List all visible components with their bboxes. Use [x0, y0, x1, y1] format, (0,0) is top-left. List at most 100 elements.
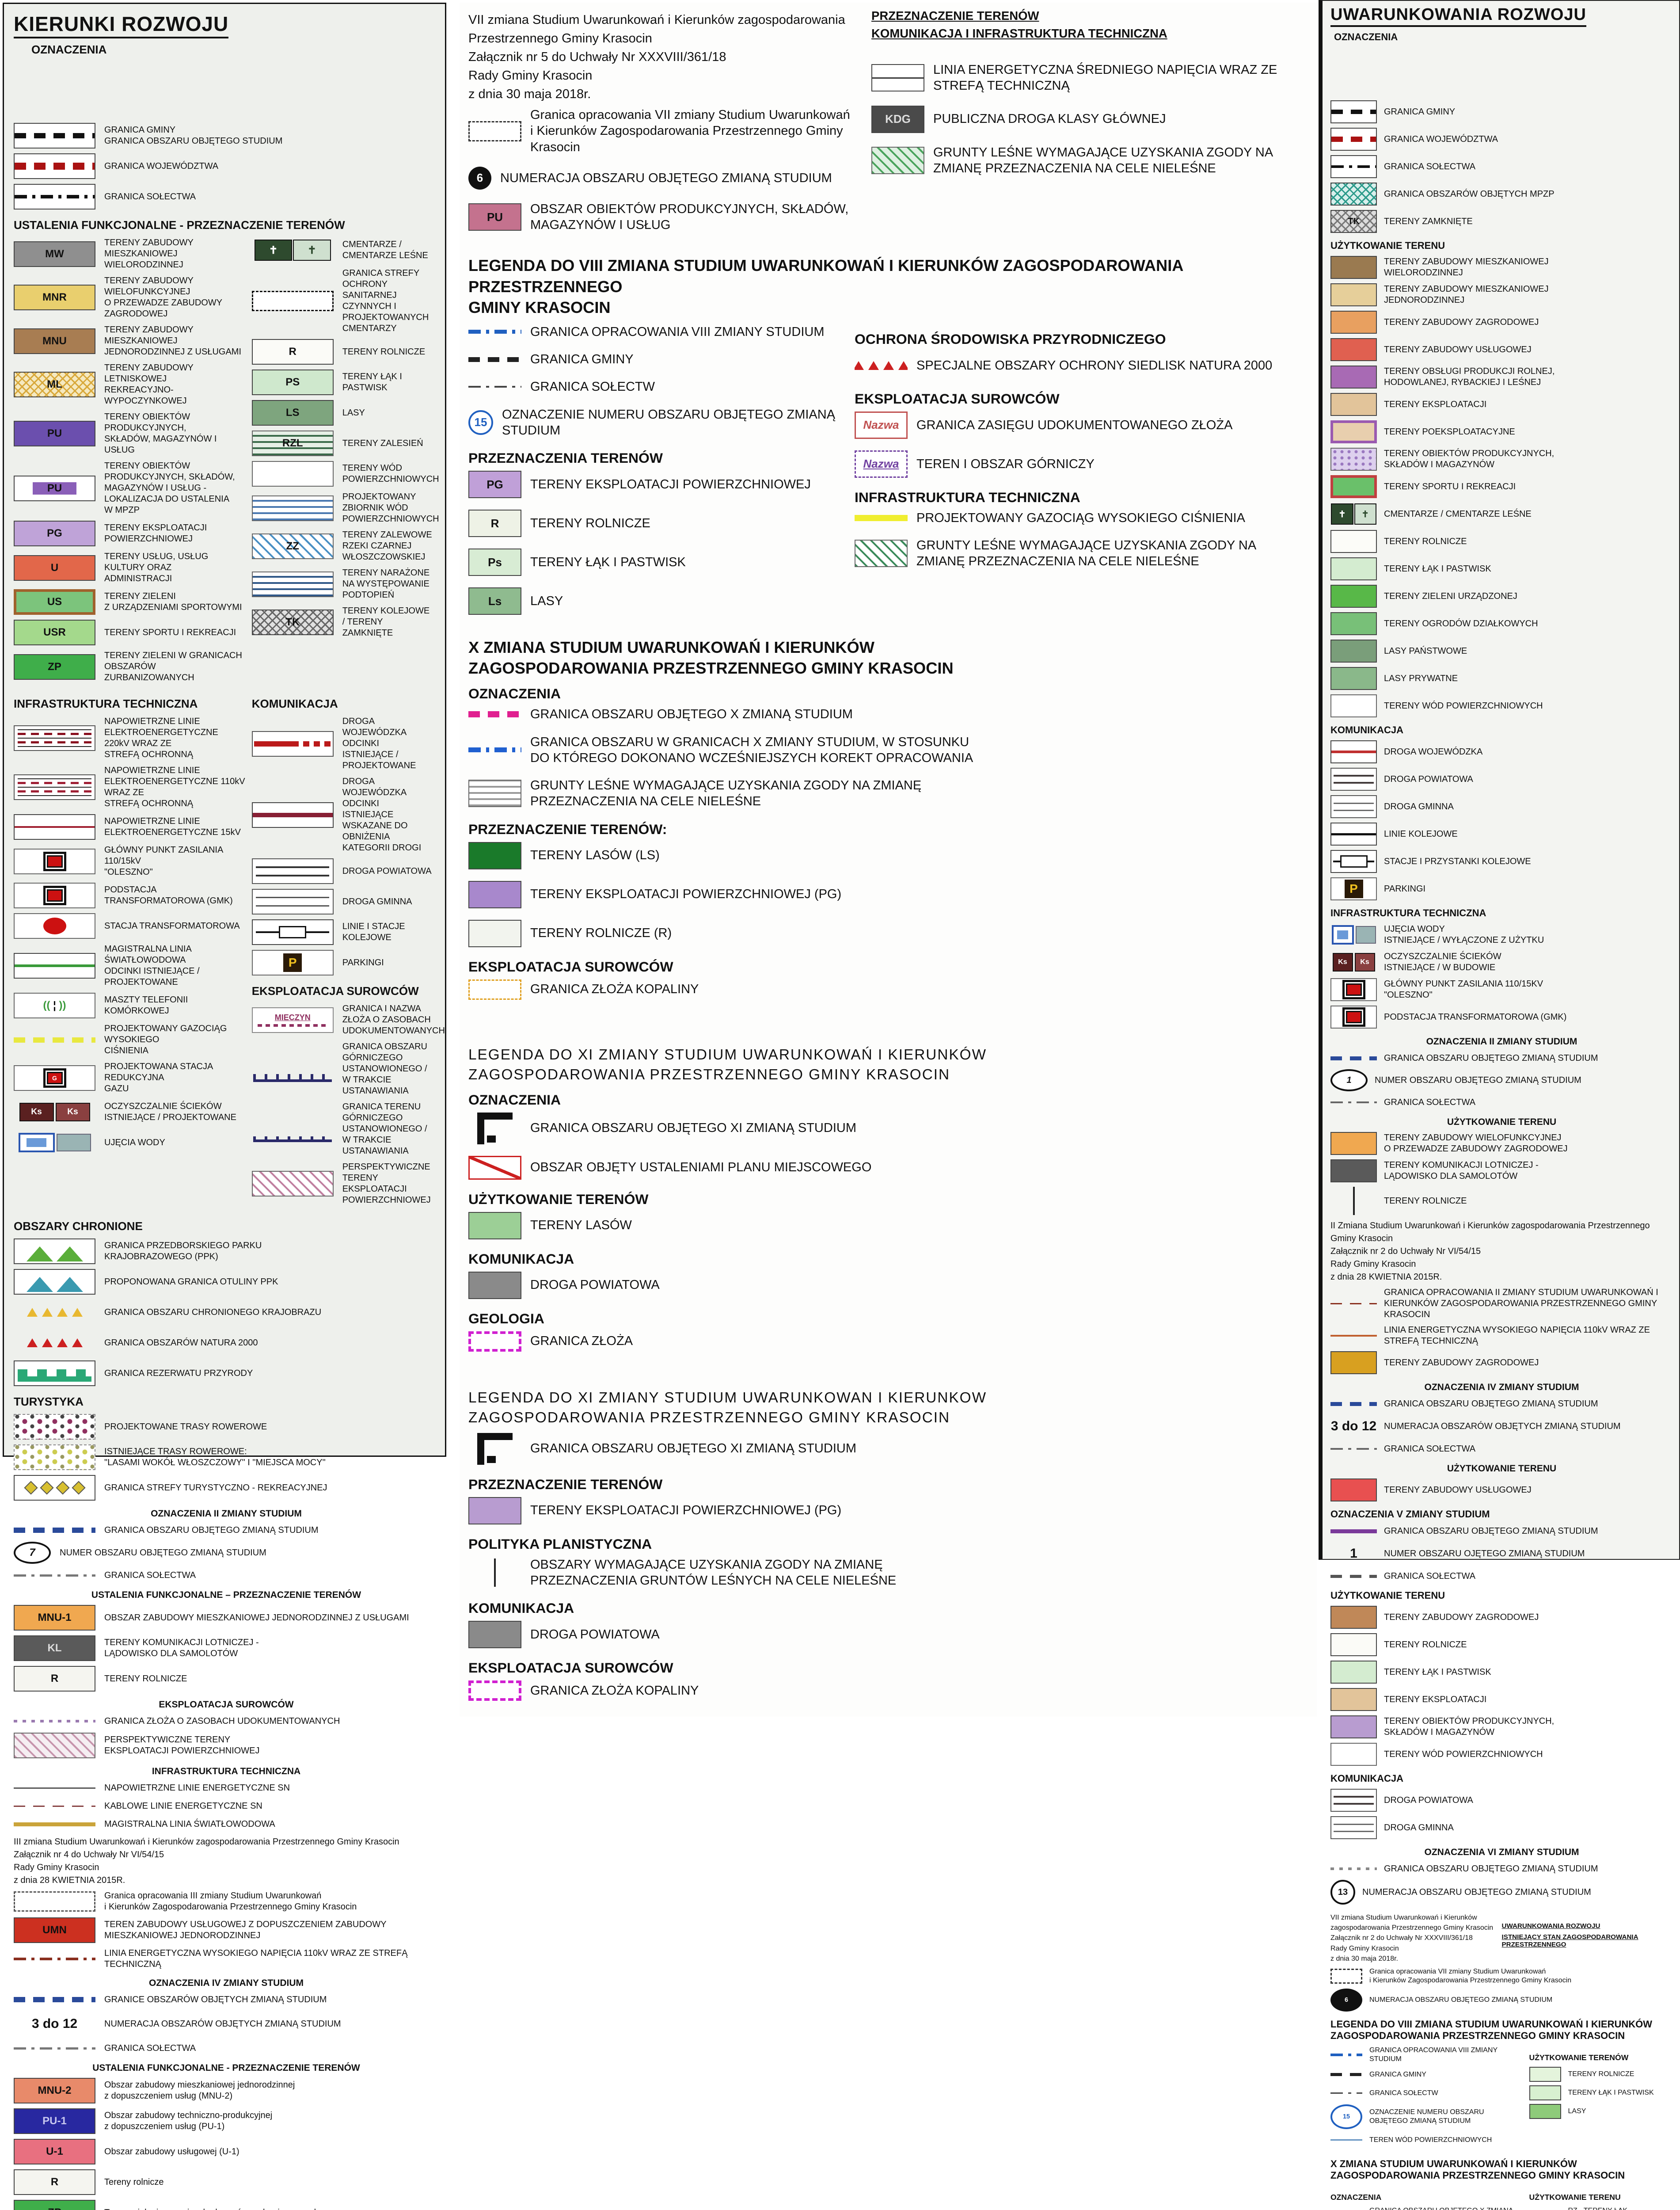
legend-label: CMENTARZE / CMENTARZE LEŚNE	[342, 239, 433, 261]
line-swatch	[14, 1715, 95, 1728]
legend-label: TERENY SPORTU I REKREACJI	[1384, 481, 1516, 492]
line	[14, 2047, 95, 2050]
wire-line	[18, 746, 91, 747]
legend-row: TERENY ROLNICZE (R)	[468, 920, 1308, 947]
legend-row: GRANICA SOŁECTWA	[1330, 155, 1673, 178]
legend-label: Obszar zabudowy techniczno-produkcyjnej …	[104, 2110, 272, 2132]
legend-label: TERENY OBIEKTÓW PRODUKCYJNYCH, SKŁADÓW I…	[1384, 1716, 1554, 1738]
xi-boundary-icon	[468, 1113, 521, 1144]
line	[1330, 2054, 1362, 2056]
road-existing	[254, 741, 293, 747]
legend-label: TERENY ZABUDOWY MIESZKANIOWEJ WIELORODZI…	[1384, 256, 1549, 278]
box-swatch	[1330, 667, 1377, 690]
section-heading: UWARUNKOWANIA ROZWOJU	[1502, 1922, 1667, 1930]
line-swatch	[468, 380, 521, 393]
section-heading: PRZEZNACZENIE TERENÓW	[468, 1476, 1308, 1493]
legend-label: NUMERACJA OBSZARU OBJĘTEGO ZMIANĄ STUDIU…	[500, 170, 832, 186]
cren-swatch	[14, 1360, 95, 1386]
diamond-mark	[24, 1481, 38, 1494]
legend-label: ISTNIEJĄCE TRASY ROWEROWE: "LASAMI WOKÓŁ…	[104, 1446, 326, 1468]
legend-row: GRANICA STREFY TURYSTYCZNO - REKREACYJNE…	[14, 1475, 439, 1501]
legend-label: TERENY WÓD POWIERZCHNIOWYCH	[1384, 701, 1543, 712]
mining-boundary-line	[253, 1129, 332, 1142]
legend-label: Obszar zabudowy mieszkaniowej jednorodzi…	[104, 2080, 295, 2102]
wire-line	[18, 741, 91, 743]
legend-row: GRANICA TERENU GÓRNICZEGO USTANOWIONEGO …	[252, 1101, 433, 1157]
section-heading: X ZMIANA STUDIUM UWARUNKOWAŃ I KIERUNKÓW…	[468, 637, 1308, 678]
legend-label: TERENY ROLNICZE	[1568, 2070, 1634, 2079]
text-line: Rady Gminy Krasocin	[1330, 1258, 1673, 1271]
legend-row: OBSZAR OBJĘTY USTALENIAMI PLANU MIEJSCOW…	[468, 1156, 1308, 1180]
tri-swatch	[855, 352, 908, 379]
section-heading: OZNACZENIA IV ZMIANY STUDIUM	[1330, 1382, 1673, 1393]
cemetery-box: ✝	[255, 240, 292, 261]
section-heading: INFRASTRUKTURA TECHNICZNA	[14, 697, 246, 711]
legend-row: GRANICA OBSZARU OBJĘTEGO ZMIANĄ STUDIUM	[1330, 1397, 1673, 1410]
legend-label: TERENY ŁĄK I PASTWISK	[342, 371, 433, 393]
legend-label: DROGA WOJEWÓDZKA	[1384, 747, 1482, 758]
section-heading: OBSZARY CHRONIONE	[14, 1219, 439, 1233]
panel-subtitle: OZNACZENIA	[31, 43, 439, 57]
legend-label: TERENY ZABUDOWY MIESZKANIOWEJ JEDNORODZI…	[1384, 284, 1549, 306]
sewage-box: Ks	[1355, 953, 1375, 972]
legend-row: TERENY ZABUDOWY MIESZKANIOWEJ WIELORODZI…	[1330, 256, 1673, 279]
inner-square: G	[47, 1072, 63, 1084]
section-heading: OCHRONA ŚRODOWISKA PRZYRODNICZEGO	[855, 331, 1302, 347]
legend-label: GRANICA OBSZARÓW NATURA 2000	[104, 1337, 258, 1349]
legend-label: DROGA GMINNA	[1384, 1822, 1454, 1833]
box-swatch: US	[14, 589, 95, 615]
diam-swatch	[14, 1475, 95, 1501]
legend-row: GRANICA PRZEDBORSKIEGO PARKU KRAJOBRAZOW…	[14, 1238, 439, 1264]
legend-label: GRANICA OBSZARU GÓRNICZEGO USTANOWIONEGO…	[342, 1041, 433, 1097]
text-line: II Zmiana Studium Uwarunkowań i Kierunkó…	[1330, 1219, 1673, 1245]
legend-row: GŁÓWNY PUNKT ZASILANIA 110/15kV "OLESZNO…	[14, 845, 246, 878]
sewage-box: Ks	[1333, 953, 1353, 972]
legend-label: GRANICE OBSZARÓW OBJĘTYCH ZMIANĄ STUDIUM	[104, 1994, 327, 2005]
section-heading: EKSPLOATACJA SUROWCÓW	[468, 1660, 1308, 1676]
legend-label: MASZTY TELEFONII KOMÓRKOWEJ	[104, 994, 246, 1017]
triangle-mark	[42, 1308, 53, 1317]
road-line	[1334, 775, 1374, 777]
tri-swatch	[14, 1330, 95, 1356]
road-line	[1334, 1824, 1374, 1825]
boxline-swatch	[871, 64, 924, 91]
legend-row: LINIA ENERGETYCZNA WYSOKIEGO NAPIĘCIA 11…	[1330, 1325, 1673, 1347]
legend-row: TERENY WÓD POWIERZCHNIOWYCH	[252, 461, 433, 487]
legend-row: TERENY LASÓW	[468, 1212, 1308, 1239]
line	[1331, 110, 1376, 114]
line	[15, 133, 95, 138]
line-swatch	[1330, 1397, 1377, 1410]
section-heading: LEGENDA DO XI ZMIANY STUDIUM UWARUNKOWAŃ…	[468, 1045, 1308, 1085]
sewage-box: Ks	[56, 1103, 90, 1121]
legend-label: GRANICA OPRACOWANIA II ZMIANY STUDIUM UW…	[1384, 1287, 1673, 1320]
transformer-station-icon	[14, 913, 95, 939]
legend-label: OBSZAR OBJĘTY USTALENIAMI PLANU MIEJSCOW…	[530, 1159, 871, 1175]
cemetery-box: ✝	[1331, 503, 1353, 525]
num-swatch: 3 do 12	[14, 2011, 95, 2037]
legend-label: SPECJALNE OBSZARY OCHRONY SIEDLISK NATUR…	[916, 358, 1272, 373]
parking-glyph: P	[283, 953, 302, 972]
section-heading: UŻYTKOWANIE TERENU	[1330, 1590, 1673, 1601]
legend-row: TERENY EKSPLOATACJI POWIERZCHNIOWEJ (PG)	[468, 881, 1308, 908]
section-heading: INFRASTRUKTURA TECHNICZNA	[1330, 907, 1673, 919]
legend-label: GRANICA STREFY OCHRONY SANITARNEJ CZYNNY…	[342, 268, 433, 334]
legend-label: LASY PAŃSTWOWE	[1384, 646, 1467, 657]
legend-label: STACJA TRANSFORMATOROWA	[104, 921, 240, 932]
antenna-mast-icon: (( ¦ ))	[14, 993, 95, 1018]
legend-label: TERENY ŁĄK I PASTWISK	[1384, 564, 1491, 575]
section-heading: LEGENDA DO VIII ZMIANA STUDIUM UWARUNKOW…	[1330, 2019, 1673, 2042]
mountain-shape	[57, 1246, 83, 1261]
hd-swatch	[871, 147, 924, 174]
wire-line	[18, 729, 91, 730]
legend-label: TERENY ZABUDOWY WIELOFUNKCYJNEJ O PRZEWA…	[1384, 1132, 1568, 1155]
line	[14, 1528, 95, 1533]
legend-label: GRANICA GMINY GRANICA OBSZARU OBJĘTEGO S…	[104, 125, 282, 147]
